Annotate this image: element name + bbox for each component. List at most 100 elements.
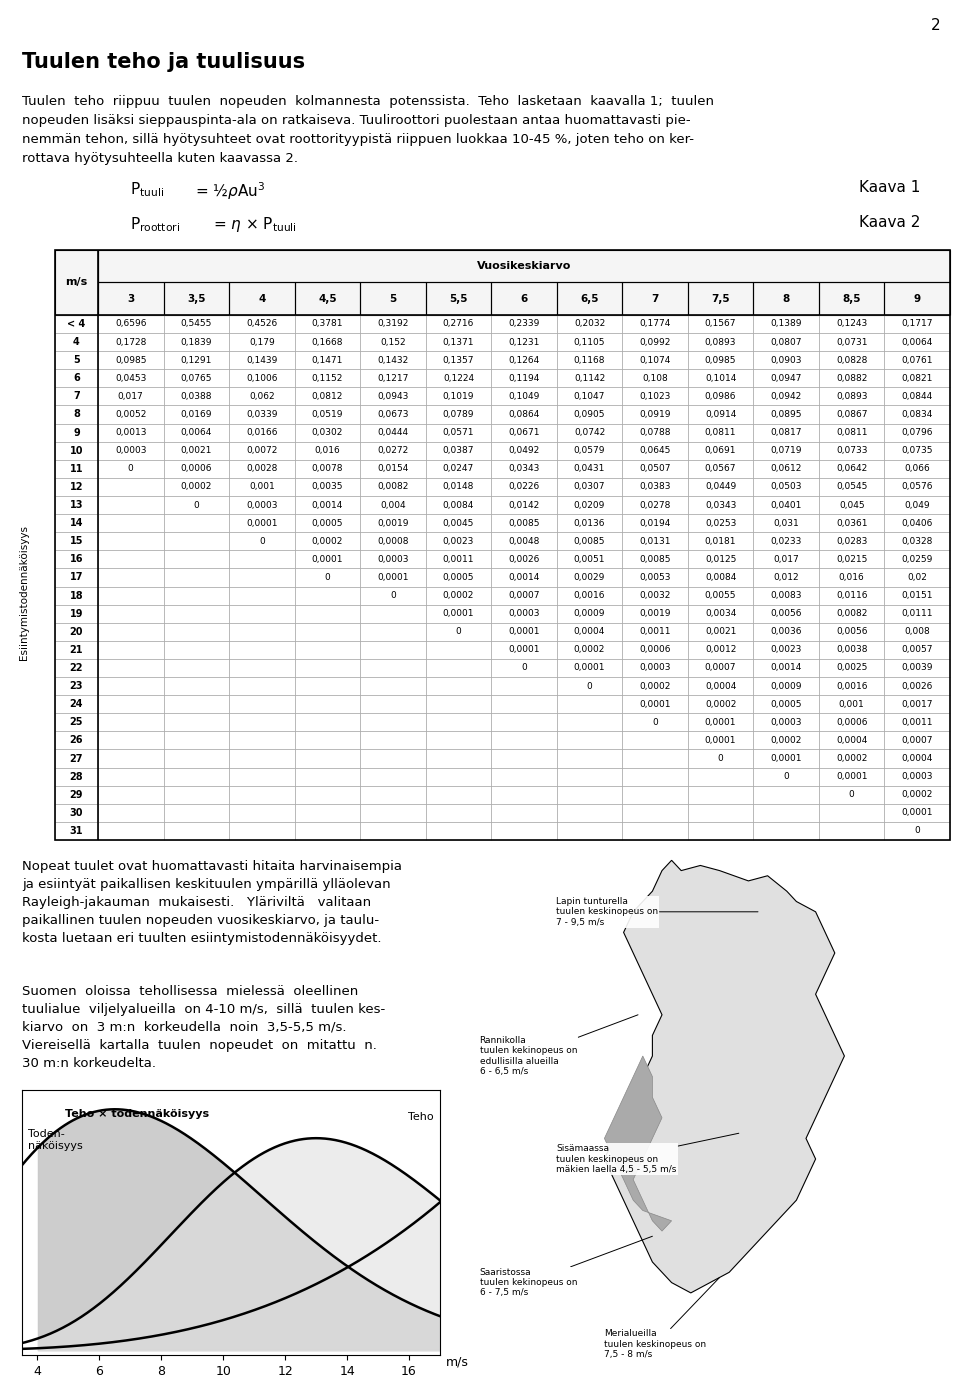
- Bar: [55, 696, 98, 714]
- Bar: [557, 441, 622, 459]
- Bar: [55, 333, 98, 351]
- Bar: [229, 678, 295, 696]
- Text: 0,0001: 0,0001: [705, 736, 736, 745]
- Bar: [229, 441, 295, 459]
- Text: 0,0116: 0,0116: [836, 591, 868, 600]
- Bar: [687, 732, 754, 750]
- Bar: [687, 604, 754, 622]
- Bar: [163, 640, 229, 658]
- Bar: [55, 640, 98, 658]
- Text: 0,0503: 0,0503: [770, 483, 802, 491]
- Bar: [229, 514, 295, 532]
- Bar: [360, 696, 425, 714]
- Text: 0,1567: 0,1567: [705, 319, 736, 328]
- Bar: [819, 459, 884, 479]
- Bar: [229, 405, 295, 423]
- Bar: [622, 550, 687, 568]
- Bar: [622, 514, 687, 532]
- Text: 0,0003: 0,0003: [246, 501, 277, 509]
- Bar: [492, 387, 557, 405]
- Text: 0,0166: 0,0166: [246, 429, 277, 437]
- Bar: [55, 568, 98, 586]
- Text: 0,0011: 0,0011: [443, 555, 474, 564]
- Text: Viereisellä  kartalla  tuulen  nopeudet  on  mitattu  n.: Viereisellä kartalla tuulen nopeudet on …: [22, 1039, 377, 1052]
- Bar: [163, 822, 229, 839]
- Bar: [492, 351, 557, 369]
- Bar: [819, 568, 884, 586]
- Bar: [295, 696, 360, 714]
- Bar: [360, 768, 425, 786]
- Bar: [557, 768, 622, 786]
- Bar: [360, 333, 425, 351]
- Bar: [425, 496, 492, 514]
- Bar: [557, 586, 622, 604]
- Bar: [622, 750, 687, 768]
- Bar: [295, 750, 360, 768]
- Bar: [754, 640, 819, 658]
- Bar: [754, 622, 819, 640]
- Bar: [425, 622, 492, 640]
- Bar: [754, 282, 819, 315]
- Bar: [492, 333, 557, 351]
- Bar: [55, 514, 98, 532]
- Bar: [622, 568, 687, 586]
- Bar: [229, 479, 295, 496]
- Bar: [754, 622, 819, 640]
- Text: Teho × todennäköisyys: Teho × todennäköisyys: [64, 1109, 208, 1119]
- Bar: [360, 514, 425, 532]
- Bar: [622, 696, 687, 714]
- Bar: [819, 640, 884, 658]
- Bar: [819, 750, 884, 768]
- Text: 0,0016: 0,0016: [836, 682, 868, 690]
- Bar: [819, 586, 884, 604]
- Text: 0,0151: 0,0151: [901, 591, 933, 600]
- Bar: [229, 282, 295, 315]
- Bar: [295, 822, 360, 839]
- Bar: [687, 351, 754, 369]
- Text: 0,0867: 0,0867: [836, 409, 868, 419]
- Bar: [622, 696, 687, 714]
- Bar: [360, 622, 425, 640]
- Text: 0,0278: 0,0278: [639, 501, 671, 509]
- Text: 0,0057: 0,0057: [901, 646, 933, 654]
- Bar: [884, 315, 950, 333]
- Bar: [229, 351, 295, 369]
- Text: 0,0169: 0,0169: [180, 409, 212, 419]
- Bar: [492, 768, 557, 786]
- Text: 0,2032: 0,2032: [574, 319, 605, 328]
- Bar: [754, 604, 819, 622]
- Bar: [622, 479, 687, 496]
- Bar: [687, 696, 754, 714]
- Bar: [163, 696, 229, 714]
- Bar: [754, 804, 819, 822]
- Bar: [557, 405, 622, 423]
- Bar: [360, 423, 425, 441]
- Bar: [163, 441, 229, 459]
- Bar: [229, 459, 295, 479]
- Text: Kaava 2: Kaava 2: [858, 214, 920, 230]
- Bar: [687, 604, 754, 622]
- Bar: [229, 568, 295, 586]
- Bar: [229, 568, 295, 586]
- Bar: [754, 696, 819, 714]
- Bar: [98, 550, 163, 568]
- Bar: [425, 604, 492, 622]
- Bar: [229, 804, 295, 822]
- Text: 0,0029: 0,0029: [574, 573, 605, 582]
- Text: 0,001: 0,001: [249, 483, 275, 491]
- Bar: [229, 768, 295, 786]
- Bar: [884, 423, 950, 441]
- Bar: [819, 315, 884, 333]
- Bar: [557, 678, 622, 696]
- Text: 0,0013: 0,0013: [115, 429, 147, 437]
- Bar: [557, 514, 622, 532]
- Bar: [622, 586, 687, 604]
- Bar: [425, 333, 492, 351]
- Bar: [229, 387, 295, 405]
- Bar: [295, 658, 360, 678]
- Bar: [425, 568, 492, 586]
- Bar: [229, 496, 295, 514]
- Text: 0: 0: [193, 501, 199, 509]
- Text: 0,6596: 0,6596: [115, 319, 147, 328]
- Text: 0,0023: 0,0023: [771, 646, 802, 654]
